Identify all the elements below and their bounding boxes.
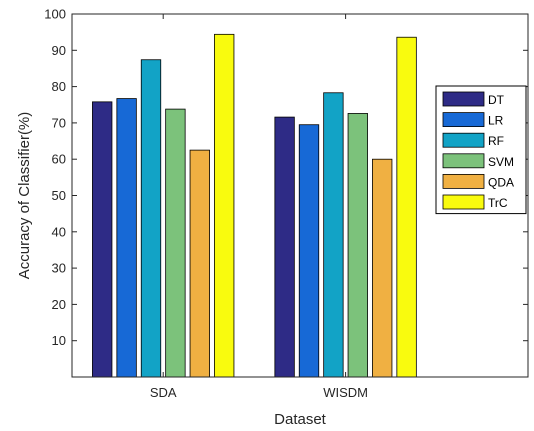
x-axis-ticks: SDA WISDM bbox=[150, 14, 368, 400]
y-tick-label: 70 bbox=[52, 115, 66, 130]
bar-rf-wisdm bbox=[323, 92, 344, 378]
bar-qda-sda bbox=[189, 149, 210, 378]
y-tick-label: 50 bbox=[52, 188, 66, 203]
y-tick-label: 60 bbox=[52, 152, 66, 167]
x-tick-label: WISDM bbox=[323, 385, 368, 400]
y-tick-label: 90 bbox=[52, 43, 66, 58]
legend-label-dt: DT bbox=[488, 93, 505, 107]
y-axis-label: Accuracy of Classifier(%) bbox=[16, 112, 33, 280]
y-tick-label: 10 bbox=[52, 333, 66, 348]
bar-dt-sda bbox=[92, 101, 113, 378]
legend-label-svm: SVM bbox=[488, 155, 514, 169]
y-tick-label: 20 bbox=[52, 297, 66, 312]
y-tick-label: 100 bbox=[44, 7, 66, 22]
bar-lr-sda bbox=[116, 98, 137, 378]
x-axis-label: Dataset bbox=[274, 411, 327, 428]
bar-rf-sda bbox=[140, 59, 162, 378]
legend: DT LR RF SVM QDA TrC bbox=[435, 85, 527, 215]
legend-box bbox=[435, 85, 527, 215]
legend-label-qda: QDA bbox=[488, 175, 514, 189]
y-tick-label: 40 bbox=[52, 224, 66, 239]
bar-svm-sda bbox=[165, 108, 186, 378]
legend-swatch-qda bbox=[442, 173, 485, 189]
bar-trc-sda bbox=[214, 33, 235, 378]
legend-swatch-rf bbox=[442, 132, 485, 148]
legend-label-rf: RF bbox=[488, 134, 504, 148]
bar-qda-wisdm bbox=[372, 158, 393, 378]
bar-svm-wisdm bbox=[347, 113, 368, 378]
bar-trc-wisdm bbox=[396, 36, 417, 378]
y-tick-label: 80 bbox=[52, 79, 66, 94]
y-axis-ticks: 10 20 30 40 50 60 70 80 90 100 bbox=[44, 7, 528, 348]
legend-swatch-dt bbox=[442, 91, 485, 107]
bars-layer bbox=[92, 33, 417, 378]
legend-label-trc: TrC bbox=[488, 196, 508, 210]
bar-dt-wisdm bbox=[274, 116, 295, 378]
legend-swatch-svm bbox=[442, 153, 485, 169]
bar-lr-wisdm bbox=[298, 124, 320, 378]
x-tick-label: SDA bbox=[150, 385, 177, 400]
legend-label-lr: LR bbox=[488, 114, 504, 128]
y-tick-label: 30 bbox=[52, 261, 66, 276]
legend-swatch-lr bbox=[442, 112, 485, 127]
legend-swatch-trc bbox=[442, 194, 485, 210]
